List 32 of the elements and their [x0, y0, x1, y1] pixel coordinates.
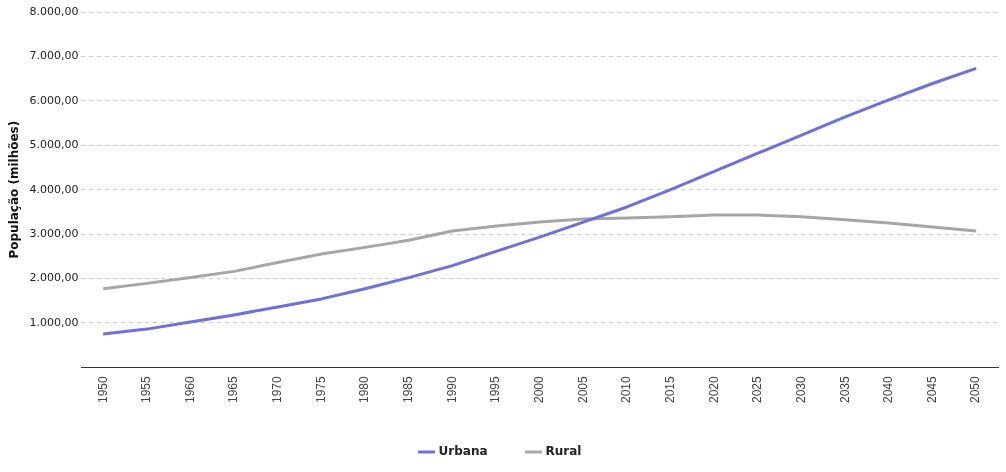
x-tick-label: 2030	[793, 375, 808, 404]
y-tick-label: 8.000,00	[29, 4, 79, 18]
y-tick-label: 4.000,00	[29, 182, 79, 196]
x-tick-label: 2015	[662, 375, 677, 404]
x-tick-label: 1960	[182, 375, 197, 404]
y-axis-title: População (milhões)	[7, 120, 22, 259]
x-tick-label: 1970	[270, 375, 285, 404]
x-tick-label: 1990	[444, 375, 459, 404]
x-tick-label: 2050	[968, 375, 983, 404]
x-tick-label: 2045	[924, 375, 939, 404]
x-tick-label: 2040	[881, 375, 896, 404]
x-tick-label: 2025	[750, 375, 765, 404]
x-tick-label: 1995	[488, 375, 503, 404]
x-tick-label: 2010	[619, 375, 634, 404]
x-tick-label: 1955	[139, 375, 154, 404]
y-tick-label: 1.000,00	[29, 315, 79, 329]
x-tick-label: 1980	[357, 375, 372, 404]
y-tick-label: 2.000,00	[29, 271, 79, 285]
x-tick-label: 1975	[313, 375, 328, 404]
y-tick-label: 6.000,00	[29, 93, 79, 107]
y-tick-label: 7.000,00	[29, 49, 79, 63]
legend-label: Urbana	[438, 444, 488, 459]
x-tick-label: 1985	[401, 375, 416, 404]
x-tick-label: 1965	[226, 375, 241, 404]
x-tick-label: 1950	[95, 375, 110, 404]
x-tick-label: 2000	[532, 375, 546, 404]
x-tick-label: 2020	[706, 375, 721, 404]
x-tick-label: 2005	[575, 375, 590, 404]
legend-label: Rural	[545, 444, 582, 459]
x-tick-label: 2035	[837, 375, 852, 404]
y-tick-label: 3.000,00	[29, 226, 79, 240]
y-tick-label: 5.000,00	[29, 138, 79, 152]
